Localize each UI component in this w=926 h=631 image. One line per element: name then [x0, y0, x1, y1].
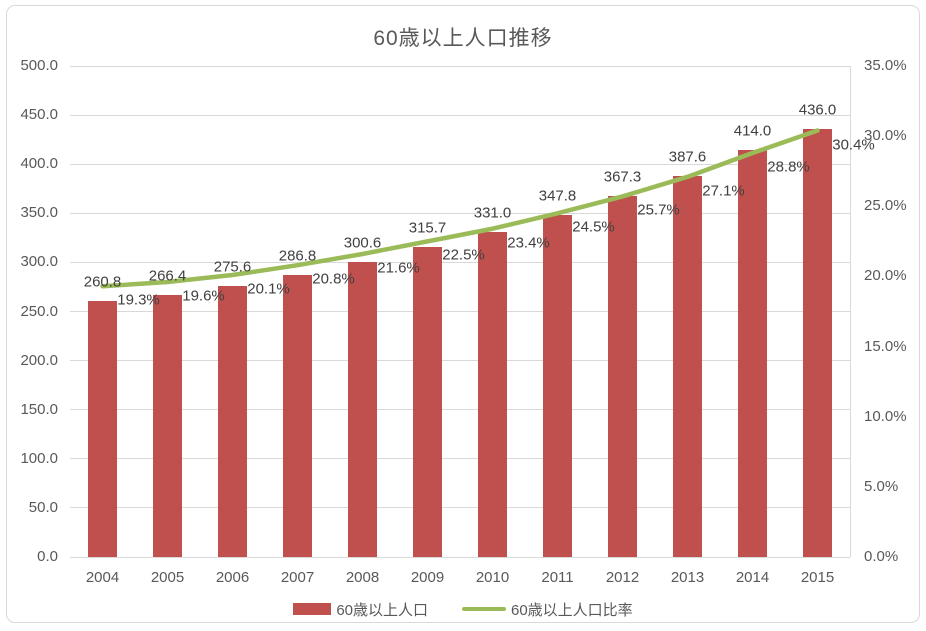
- population-bar[interactable]: [608, 196, 637, 557]
- y-axis-left-tick-label: 300.0: [20, 253, 58, 271]
- gridline: [70, 409, 850, 411]
- ratio-value-label: 30.4%: [832, 136, 875, 154]
- x-axis-tick-label: 2014: [735, 569, 770, 586]
- ratio-value-label: 20.1%: [247, 280, 290, 298]
- ratio-value-label: 23.4%: [507, 234, 550, 252]
- population-bar[interactable]: [88, 300, 117, 557]
- x-axis-tick-label: 2005: [150, 569, 185, 586]
- population-bar[interactable]: [738, 150, 767, 557]
- y-axis-right-tick-label: 30.0%: [864, 127, 907, 145]
- y-axis-right-tick-label: 25.0%: [864, 197, 907, 215]
- gridline: [70, 163, 850, 165]
- ratio-value-label: 20.8%: [312, 270, 355, 288]
- bar-value-label: 275.6: [213, 258, 252, 276]
- bar-value-label: 260.8: [83, 273, 122, 291]
- bar-value-label: 266.4: [148, 267, 187, 285]
- gridline: [70, 458, 850, 460]
- gridline: [70, 65, 850, 67]
- x-axis-tick-label: 2010: [475, 569, 510, 586]
- ratio-value-label: 19.3%: [117, 291, 160, 309]
- bar-value-label: 387.6: [668, 148, 707, 166]
- y-axis-left-tick-label: 150.0: [20, 400, 58, 418]
- bar-value-label: 331.0: [473, 204, 512, 222]
- y-axis-right-tick-label: 35.0%: [864, 57, 907, 74]
- x-axis-tick-label: 2011: [541, 569, 574, 586]
- gridline: [70, 114, 850, 116]
- gridline: [70, 556, 850, 558]
- y-axis-left-tick-label: 50.0: [28, 498, 58, 516]
- bar-value-label: 286.8: [278, 247, 317, 265]
- y-axis-left-tick-label: 500.0: [20, 57, 58, 74]
- x-axis-tick-label: 2009: [410, 569, 445, 586]
- ratio-value-label: 25.7%: [637, 201, 680, 219]
- gridline: [70, 212, 850, 214]
- population-bar[interactable]: [803, 128, 832, 557]
- population-bar[interactable]: [153, 295, 182, 557]
- bar-value-label: 347.8: [538, 187, 577, 205]
- population-bar[interactable]: [478, 231, 507, 557]
- x-axis-tick-label: 2015: [800, 569, 835, 586]
- y-axis-right-tick-label: 5.0%: [864, 477, 899, 495]
- y-axis-left-tick-label: 100.0: [20, 449, 58, 467]
- x-axis-tick-label: 2008: [345, 569, 380, 586]
- population-bar[interactable]: [673, 176, 702, 557]
- bar-value-label: 414.0: [733, 122, 772, 140]
- bar-value-label: 300.6: [343, 234, 382, 252]
- y-axis-left-tick-label: 450.0: [20, 106, 58, 124]
- bar-value-label: 436.0: [798, 101, 837, 119]
- population-bar[interactable]: [218, 286, 247, 557]
- ratio-line[interactable]: [100, 128, 820, 289]
- ratio-value-label: 24.5%: [572, 218, 615, 236]
- legend-item-population[interactable]: 60歳以上人口: [293, 599, 428, 620]
- chart-title: 60歳以上人口推移: [373, 27, 553, 50]
- ratio-value-label: 27.1%: [702, 182, 745, 200]
- ratio-value-label: 21.6%: [377, 259, 420, 277]
- y-axis-left-tick-label: 250.0: [20, 302, 58, 320]
- chart-frame: [6, 5, 920, 623]
- legend-label: 60歳以上人口比率: [511, 601, 633, 619]
- legend-label: 60歳以上人口: [336, 601, 428, 619]
- gridline: [70, 360, 850, 362]
- right-axis-line: [850, 66, 851, 557]
- legend-bar-swatch-icon: [293, 603, 332, 615]
- y-axis-right-tick-label: 20.0%: [864, 267, 907, 285]
- x-axis-tick-label: 2006: [215, 569, 250, 586]
- y-axis-left-tick-label: 200.0: [20, 351, 58, 369]
- gridline: [70, 507, 850, 509]
- population-bar[interactable]: [348, 261, 377, 557]
- legend: 60歳以上人口 60歳以上人口比率: [0, 598, 926, 620]
- y-axis-left-tick-label: 400.0: [20, 155, 58, 173]
- population-bar[interactable]: [283, 275, 312, 557]
- x-axis-tick-label: 2013: [670, 569, 705, 586]
- x-axis-tick-label: 2004: [85, 569, 120, 586]
- bar-value-label: 367.3: [603, 168, 642, 186]
- y-axis-left-tick-label: 350.0: [20, 204, 58, 222]
- x-axis-tick-label: 2007: [280, 569, 315, 586]
- bar-value-label: 315.7: [408, 219, 447, 237]
- ratio-value-label: 19.6%: [182, 287, 225, 305]
- legend-item-ratio[interactable]: 60歳以上人口比率: [462, 599, 633, 620]
- population-bar[interactable]: [543, 215, 572, 557]
- legend-line-swatch-icon: [462, 606, 506, 612]
- ratio-value-label: 22.5%: [442, 246, 485, 264]
- population-bar[interactable]: [413, 246, 442, 557]
- y-axis-right-tick-label: 15.0%: [864, 337, 907, 355]
- y-axis-left-tick-label: 0.0: [37, 548, 58, 565]
- y-axis-right-tick-label: 0.0%: [864, 548, 899, 565]
- gridline: [70, 311, 850, 312]
- gridline: [70, 261, 850, 263]
- y-axis-right-tick-label: 10.0%: [864, 407, 907, 425]
- x-axis-tick-label: 2012: [605, 569, 640, 586]
- ratio-value-label: 28.8%: [767, 158, 810, 176]
